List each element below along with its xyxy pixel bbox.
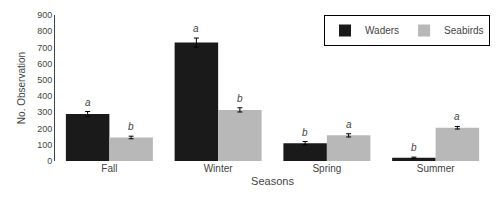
svg-text:800: 800 bbox=[37, 26, 52, 36]
svg-text:a: a bbox=[193, 23, 199, 34]
svg-text:600: 600 bbox=[37, 59, 52, 69]
svg-text:Waders: Waders bbox=[365, 25, 399, 36]
svg-text:b: b bbox=[128, 121, 134, 132]
svg-text:Winter: Winter bbox=[204, 163, 234, 174]
svg-text:300: 300 bbox=[37, 107, 52, 117]
svg-text:a: a bbox=[454, 111, 460, 122]
svg-text:b: b bbox=[302, 127, 308, 138]
svg-text:500: 500 bbox=[37, 75, 52, 85]
svg-text:900: 900 bbox=[37, 10, 52, 20]
svg-text:Summer: Summer bbox=[417, 163, 455, 174]
svg-text:No. Observation: No. Observation bbox=[16, 52, 27, 124]
svg-text:100: 100 bbox=[37, 140, 52, 150]
svg-text:400: 400 bbox=[37, 91, 52, 101]
svg-text:b: b bbox=[411, 142, 417, 153]
svg-text:Spring: Spring bbox=[312, 163, 341, 174]
svg-text:a: a bbox=[346, 119, 352, 130]
svg-text:0: 0 bbox=[47, 156, 52, 166]
svg-text:700: 700 bbox=[37, 43, 52, 53]
svg-text:Seabirds: Seabirds bbox=[444, 25, 483, 36]
svg-text:Fall: Fall bbox=[101, 163, 117, 174]
svg-text:200: 200 bbox=[37, 124, 52, 134]
svg-text:b: b bbox=[237, 93, 243, 104]
svg-text:a: a bbox=[85, 97, 91, 108]
svg-text:Seasons: Seasons bbox=[251, 175, 294, 187]
